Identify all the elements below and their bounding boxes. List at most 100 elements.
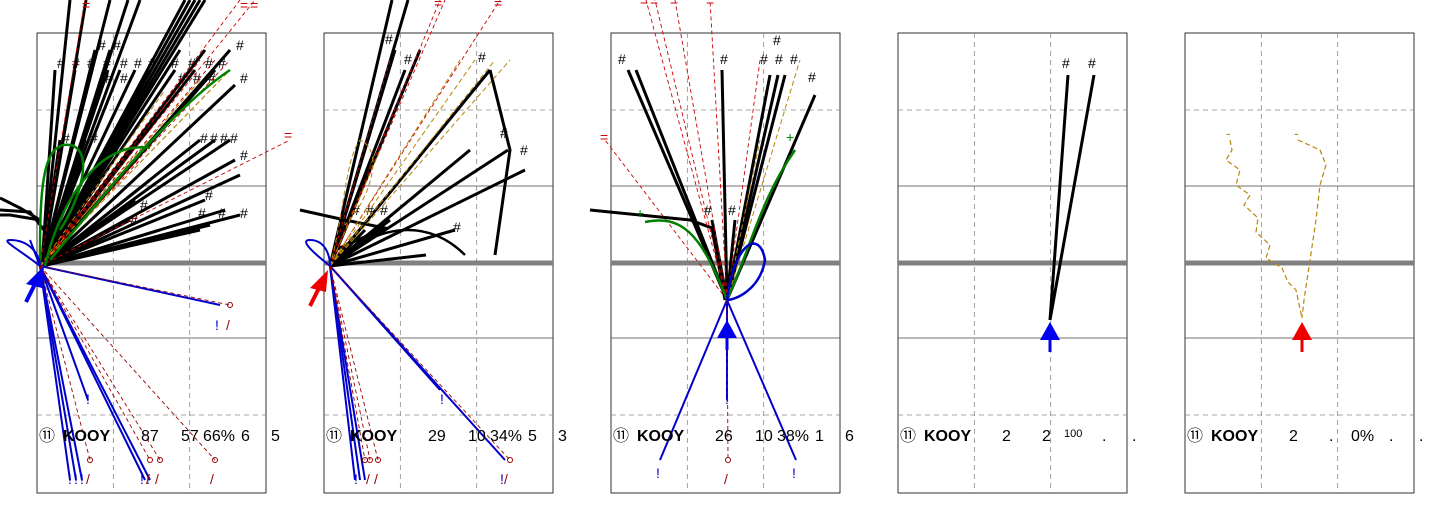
turnover-line	[726, 299, 797, 461]
made-shot-marker: #	[500, 125, 508, 141]
turnover-line	[329, 265, 366, 481]
missed-shot-marker: =	[240, 0, 248, 13]
turnover-line	[39, 265, 151, 481]
made-shot-line	[40, 139, 87, 267]
summary-c1: 2	[1289, 428, 1298, 445]
made-shot-marker: #	[1088, 55, 1096, 71]
miss-marker: /	[374, 471, 378, 487]
made-shot-marker: #	[198, 205, 206, 221]
made-shot-marker: #	[790, 51, 798, 67]
foul-marker: +	[786, 129, 794, 145]
assist-marker: -	[1294, 125, 1299, 141]
made-shot-line	[41, 228, 161, 268]
made-shot-marker: #	[148, 55, 156, 71]
made-shot-marker: #	[188, 55, 196, 71]
made-shot-marker: #	[205, 55, 213, 71]
assist-line	[726, 59, 801, 301]
summary-pct: 66%	[203, 428, 235, 445]
missed-shot-line	[329, 0, 446, 267]
shot-chart-panel-3: # ### # ### #= = = == ++! !!/⑪ KOOY 26 10 38% 1 6	[589, 0, 854, 494]
team-arrow-icon	[26, 266, 44, 288]
foul-curve	[38, 143, 85, 267]
miss-line	[39, 265, 91, 461]
miss-circle	[212, 457, 218, 463]
summary-badge: ⑪	[900, 427, 916, 445]
shot-chart-panel-5: - - ⑪ KOOY 2. 0%..	[1184, 32, 1423, 494]
miss-circle	[227, 302, 233, 308]
foul-marker: +	[636, 205, 644, 221]
summary-pct: 0%	[1351, 428, 1374, 445]
made-shot-marker: #	[193, 70, 201, 86]
made-shot-marker: #	[171, 55, 179, 71]
made-shot-marker: #	[1062, 55, 1070, 71]
made-shot-marker: #	[704, 202, 712, 218]
missed-shot-line	[329, 59, 391, 267]
miss-line	[329, 265, 511, 461]
assist-marker: -	[1226, 125, 1231, 141]
turnover-marker: !	[725, 391, 729, 407]
made-shot-marker: #	[120, 70, 128, 86]
made-shot-line	[329, 168, 526, 268]
miss-marker: /	[504, 471, 508, 487]
made-shot-marker: #	[773, 32, 781, 48]
made-shot-marker: #	[240, 147, 248, 163]
miss-line	[329, 265, 379, 461]
miss-circle	[375, 457, 381, 463]
miss-line	[329, 265, 366, 461]
miss-circle	[507, 457, 513, 463]
assist-line	[39, 79, 201, 267]
foul-curve	[43, 146, 151, 267]
made-shot-marker: #	[140, 197, 148, 213]
missed-shot-marker: =	[434, 0, 442, 11]
made-shot-marker: #	[178, 70, 186, 86]
summary-c4: .	[1102, 428, 1106, 445]
made-shot-marker: #	[618, 51, 626, 67]
made-shot-marker: #	[775, 51, 783, 67]
turnover-marker: !	[440, 391, 444, 407]
made-shot-line	[710, 219, 729, 301]
turnover-marker: !	[354, 471, 358, 487]
made-shot-marker: #	[218, 55, 226, 71]
shot-chart-panel-4: # # ⑪ KOOY 2 2 100..	[897, 32, 1136, 494]
miss-line	[39, 265, 231, 306]
miss-marker: /	[226, 317, 230, 333]
made-shot-line	[634, 69, 729, 301]
summary-team: KOOY	[924, 428, 971, 445]
assist-line	[39, 89, 166, 267]
team-arrow-shaft	[308, 285, 322, 307]
assist-line	[329, 149, 381, 267]
miss-marker: /	[366, 471, 370, 487]
miss-marker: /	[146, 471, 150, 487]
missed-shot-line	[329, 0, 441, 267]
made-shot-marker: #	[760, 51, 768, 67]
made-shot-line	[41, 198, 206, 268]
missed-shot-line	[39, 139, 291, 267]
made-shot-line	[40, 69, 57, 267]
made-shot-line	[41, 228, 201, 268]
made-shot-line	[41, 173, 241, 268]
made-shot-marker: #	[230, 130, 238, 146]
summary-badge: ⑪	[326, 427, 342, 445]
turnover-marker: !	[215, 317, 219, 333]
made-shot-line	[328, 0, 394, 267]
missed-shot-line	[39, 59, 201, 267]
turnover-marker: !	[792, 465, 796, 481]
made-shot-marker: #	[520, 142, 528, 158]
missed-shot-marker: =	[600, 129, 608, 145]
miss-line	[39, 265, 216, 461]
made-shot-line	[1048, 74, 1096, 321]
turnover-marker: !	[146, 471, 150, 487]
summary-c5: .	[1419, 428, 1423, 445]
summary-badge: ⑪	[613, 427, 629, 445]
foul-curve	[644, 219, 729, 301]
made-shot-line	[328, 69, 407, 267]
missed-shot-line	[645, 0, 728, 301]
missed-shot-marker: =	[670, 0, 678, 9]
miss-marker: /	[210, 471, 214, 487]
miss-circle	[367, 457, 373, 463]
summary-c5: 5	[271, 428, 280, 445]
miss-marker: /	[724, 471, 728, 487]
made-shot-marker: #	[134, 55, 142, 71]
turnover-line	[39, 265, 221, 306]
miss-circle	[725, 457, 731, 463]
